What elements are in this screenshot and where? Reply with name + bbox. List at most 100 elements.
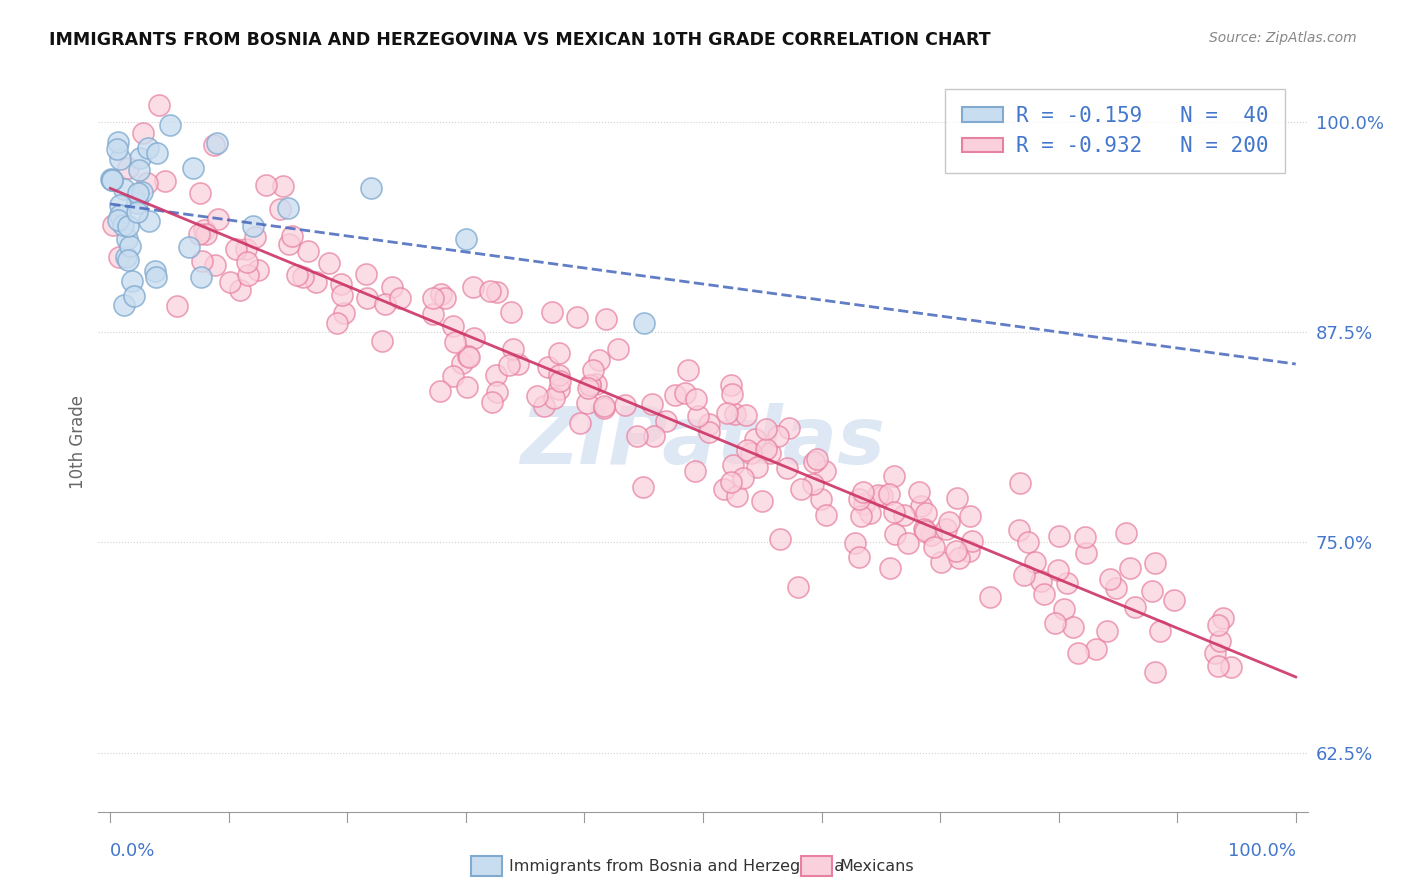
Point [188, 186, 211, 200]
Point [733, 471, 755, 485]
Point [575, 396, 598, 410]
Point [1062, 619, 1084, 633]
Point [112, 298, 135, 312]
Point [633, 316, 655, 330]
Point [1008, 523, 1031, 537]
Point [271, 179, 294, 194]
Point [1085, 642, 1108, 657]
Point [1149, 624, 1171, 638]
Point [548, 374, 571, 388]
Point [910, 500, 932, 514]
Point [332, 288, 354, 302]
Point [740, 446, 762, 460]
Point [541, 305, 564, 319]
Point [242, 219, 264, 233]
Point [945, 544, 967, 558]
Point [1143, 665, 1166, 680]
Point [422, 307, 444, 321]
Point [1115, 525, 1137, 540]
Point [1047, 529, 1070, 543]
Text: IMMIGRANTS FROM BOSNIA AND HERZEGOVINA VS MEXICAN 10TH GRADE CORRELATION CHART: IMMIGRANTS FROM BOSNIA AND HERZEGOVINA V… [49, 31, 991, 49]
Point [1163, 593, 1185, 607]
Point [697, 425, 720, 439]
Point [576, 381, 599, 395]
Point [105, 142, 128, 156]
Point [108, 208, 131, 222]
Point [115, 232, 138, 246]
Point [430, 287, 453, 301]
Point [778, 421, 800, 435]
Point [915, 506, 938, 520]
Point [920, 528, 942, 542]
Point [723, 458, 745, 473]
Point [118, 239, 141, 253]
Point [568, 416, 591, 430]
Point [117, 253, 139, 268]
Point [356, 291, 378, 305]
Point [1045, 615, 1067, 630]
Point [285, 268, 308, 282]
Point [329, 277, 352, 291]
Point [441, 368, 464, 383]
Point [725, 490, 748, 504]
Point [907, 484, 929, 499]
Point [121, 274, 143, 288]
Point [848, 492, 870, 507]
Point [897, 536, 920, 550]
Point [225, 242, 247, 256]
Point [814, 464, 837, 478]
Point [506, 358, 529, 372]
Point [128, 162, 150, 177]
Point [806, 451, 828, 466]
Point [381, 279, 404, 293]
Text: Mexicans: Mexicans [839, 859, 914, 873]
Point [370, 334, 392, 348]
Point [1017, 534, 1039, 549]
Point [107, 251, 129, 265]
Point [486, 385, 509, 400]
Point [1123, 600, 1146, 615]
Point [935, 521, 957, 535]
Point [194, 227, 217, 241]
Point [454, 232, 477, 246]
Point [1074, 545, 1097, 559]
Point [979, 591, 1001, 605]
Point [592, 400, 614, 414]
Point [789, 482, 811, 496]
Point [547, 368, 569, 382]
Point [1047, 563, 1070, 577]
Point [883, 527, 905, 541]
Point [146, 146, 169, 161]
Point [1067, 646, 1090, 660]
Point [720, 475, 742, 489]
Point [815, 508, 838, 522]
Point [914, 524, 936, 539]
Point [1212, 610, 1234, 624]
Point [912, 522, 935, 536]
Point [135, 177, 157, 191]
Point [1097, 624, 1119, 638]
Point [579, 378, 602, 392]
Point [456, 380, 478, 394]
Point [451, 356, 474, 370]
Point [1024, 555, 1046, 569]
Point [502, 342, 524, 356]
Point [422, 291, 444, 305]
Point [278, 237, 301, 252]
Point [685, 464, 707, 478]
Point [1056, 575, 1078, 590]
Point [131, 186, 153, 200]
Point [735, 443, 758, 458]
Point [893, 508, 915, 523]
Point [100, 172, 122, 186]
Point [848, 550, 870, 565]
Point [734, 409, 756, 423]
Point [204, 258, 226, 272]
Point [959, 509, 981, 524]
Point [305, 275, 328, 289]
Point [1206, 659, 1229, 673]
Point [127, 205, 149, 219]
Point [582, 363, 605, 377]
Point [922, 541, 945, 555]
Point [498, 359, 520, 373]
